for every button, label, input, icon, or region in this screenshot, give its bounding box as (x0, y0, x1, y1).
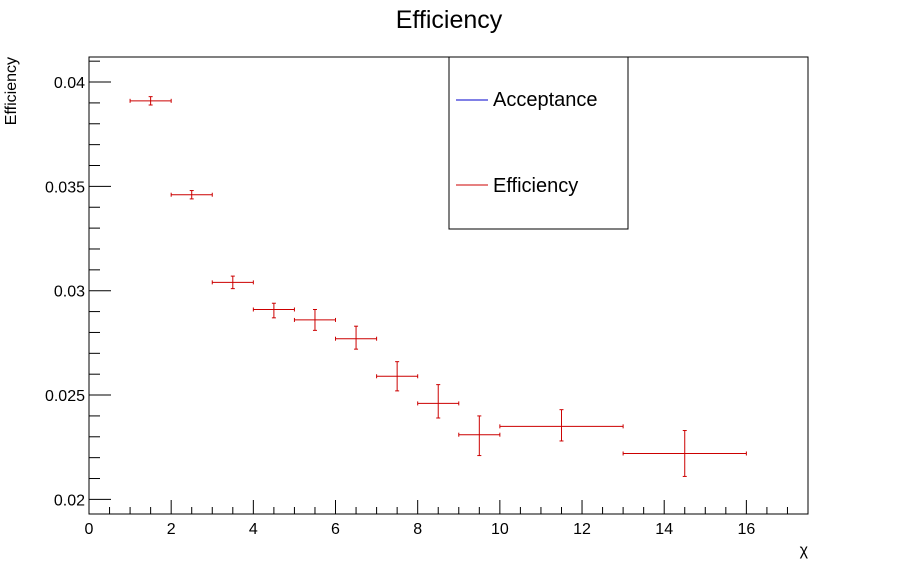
legend-label-efficiency: Efficiency (493, 175, 578, 197)
chart-title: Efficiency (396, 6, 503, 34)
x-tick-label: 14 (655, 521, 673, 538)
data-point (499, 409, 624, 442)
efficiency-series (129, 96, 747, 477)
x-tick-label: 12 (573, 521, 591, 538)
y-tick-label: 0.03 (54, 284, 85, 301)
data-point (211, 275, 254, 290)
x-tick-label: 10 (491, 521, 509, 538)
legend-box (448, 56, 629, 230)
x-tick-label: 8 (413, 521, 422, 538)
y-axis: 0.02 0.025 0.03 0.035 0.04 (45, 60, 111, 509)
x-tick-label: 4 (249, 521, 258, 538)
data-point (417, 384, 460, 419)
y-tick-label: 0.02 (54, 492, 85, 509)
y-tick-label: 0.025 (45, 388, 85, 405)
y-axis-title: Efficiency (3, 57, 20, 125)
data-point (376, 361, 419, 392)
data-point (622, 430, 747, 477)
legend-label-acceptance: Acceptance (493, 89, 598, 111)
data-point (293, 308, 337, 331)
y-tick-label: 0.04 (54, 75, 85, 92)
data-point (458, 415, 501, 457)
legend: Acceptance Efficiency (448, 56, 629, 230)
data-point (335, 325, 378, 350)
data-point (252, 302, 295, 319)
data-point (129, 96, 172, 106)
x-tick-label: 2 (167, 521, 176, 538)
x-tick-label: 0 (85, 521, 94, 538)
data-point (170, 190, 213, 200)
x-axis-title: χ (800, 542, 809, 559)
y-tick-label: 0.035 (45, 179, 85, 196)
x-tick-label: 6 (331, 521, 340, 538)
x-tick-label: 16 (737, 521, 755, 538)
x-axis: 0 2 4 6 8 10 12 14 16 (85, 500, 809, 538)
